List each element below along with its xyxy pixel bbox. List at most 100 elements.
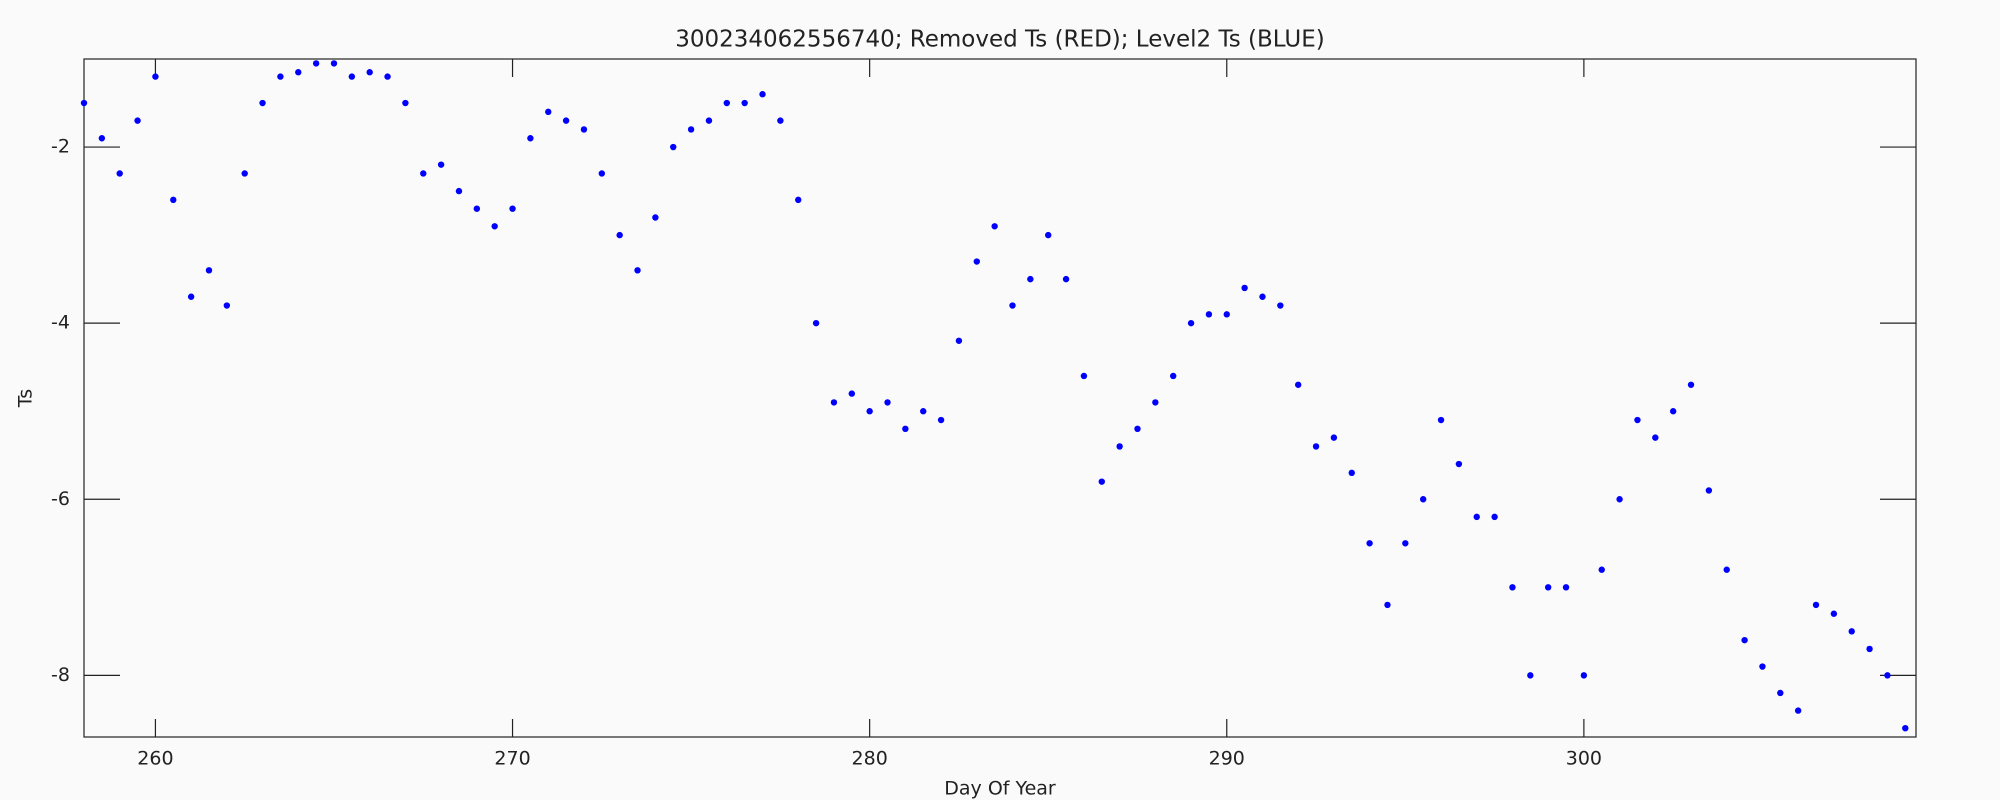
plot-frame — [83, 58, 1917, 738]
data-point — [1009, 302, 1016, 309]
x-tick-label: 290 — [1209, 748, 1245, 770]
data-point — [955, 337, 963, 344]
data-point — [848, 390, 855, 397]
data-point — [1223, 311, 1230, 318]
data-point — [634, 267, 641, 274]
data-point — [795, 196, 802, 204]
data-point — [1741, 636, 1748, 644]
data-point — [1419, 496, 1427, 503]
data-point — [741, 99, 748, 107]
data-point — [1205, 311, 1213, 318]
data-point — [1812, 601, 1820, 609]
data-point — [1330, 434, 1338, 441]
data-point — [759, 91, 766, 98]
data-point — [1902, 724, 1909, 732]
data-point — [527, 135, 534, 142]
data-point — [973, 258, 980, 265]
data-point — [366, 69, 373, 76]
data-point — [509, 205, 516, 212]
data-point — [991, 223, 998, 230]
data-point — [1705, 487, 1713, 494]
data-point — [1527, 672, 1534, 679]
data-point — [98, 135, 106, 142]
data-point — [545, 108, 552, 116]
x-tick-label: 300 — [1566, 748, 1602, 770]
data-point — [1794, 707, 1802, 714]
data-point — [1723, 566, 1730, 573]
data-point — [616, 231, 623, 239]
data-point — [473, 205, 481, 212]
data-point — [1562, 584, 1570, 591]
data-point — [277, 73, 284, 80]
data-point — [152, 73, 159, 80]
y-tick-label: -6 — [51, 488, 70, 510]
data-point — [1080, 372, 1088, 380]
data-point — [348, 73, 356, 80]
data-point — [812, 319, 820, 327]
data-point — [420, 170, 427, 177]
data-point — [1027, 275, 1034, 283]
data-point — [723, 99, 731, 107]
y-axis-label: Ts — [15, 389, 37, 408]
data-point — [670, 143, 677, 151]
data-point — [580, 126, 588, 133]
x-tick-label: 280 — [852, 748, 888, 770]
data-point — [1455, 460, 1463, 468]
data-point — [687, 126, 695, 133]
data-point — [1348, 469, 1355, 477]
data-point — [937, 416, 945, 424]
data-point — [1848, 628, 1855, 635]
data-point — [384, 73, 391, 80]
x-axis-label: Day Of Year — [944, 778, 1056, 800]
data-point — [1277, 302, 1284, 309]
data-point — [1116, 443, 1123, 450]
data-point — [1616, 496, 1623, 503]
data-point — [1777, 689, 1784, 697]
data-point — [437, 161, 445, 168]
data-point — [1652, 434, 1659, 441]
data-point — [830, 399, 838, 406]
data-point — [1580, 672, 1588, 679]
data-point — [1384, 601, 1391, 609]
data-point — [1598, 566, 1605, 573]
data-point — [187, 293, 195, 300]
data-point — [920, 408, 927, 415]
data-point — [1187, 319, 1195, 327]
data-point — [1669, 408, 1677, 415]
chart-title: 300234062556740; Removed Ts (RED); Level… — [675, 27, 1325, 53]
data-point — [1687, 381, 1695, 388]
data-point — [1402, 540, 1409, 547]
data-point — [1866, 645, 1873, 653]
data-point — [1544, 584, 1552, 591]
data-point — [223, 302, 231, 309]
data-point — [330, 60, 338, 67]
data-point — [598, 170, 606, 177]
data-point — [1312, 443, 1320, 450]
x-tick-label: 260 — [137, 748, 173, 770]
data-point — [1170, 372, 1177, 380]
data-point — [295, 69, 302, 76]
data-point — [1491, 513, 1498, 521]
data-point — [1259, 293, 1266, 300]
data-point — [1134, 425, 1141, 433]
data-point — [652, 214, 659, 221]
data-point — [1366, 540, 1373, 547]
data-point — [1098, 478, 1105, 485]
data-point — [80, 99, 88, 107]
data-point — [170, 196, 177, 204]
data-point — [1473, 513, 1480, 521]
data-point — [1045, 231, 1052, 239]
data-point — [1062, 275, 1070, 283]
data-point — [866, 408, 873, 415]
data-point — [705, 117, 713, 124]
data-point — [1634, 416, 1641, 424]
data-point — [562, 117, 570, 124]
data-point — [1152, 399, 1159, 406]
x-tick-label: 270 — [494, 748, 530, 770]
data-point — [1509, 584, 1516, 591]
data-point — [241, 170, 248, 177]
data-point — [259, 99, 266, 107]
data-point — [902, 425, 909, 433]
